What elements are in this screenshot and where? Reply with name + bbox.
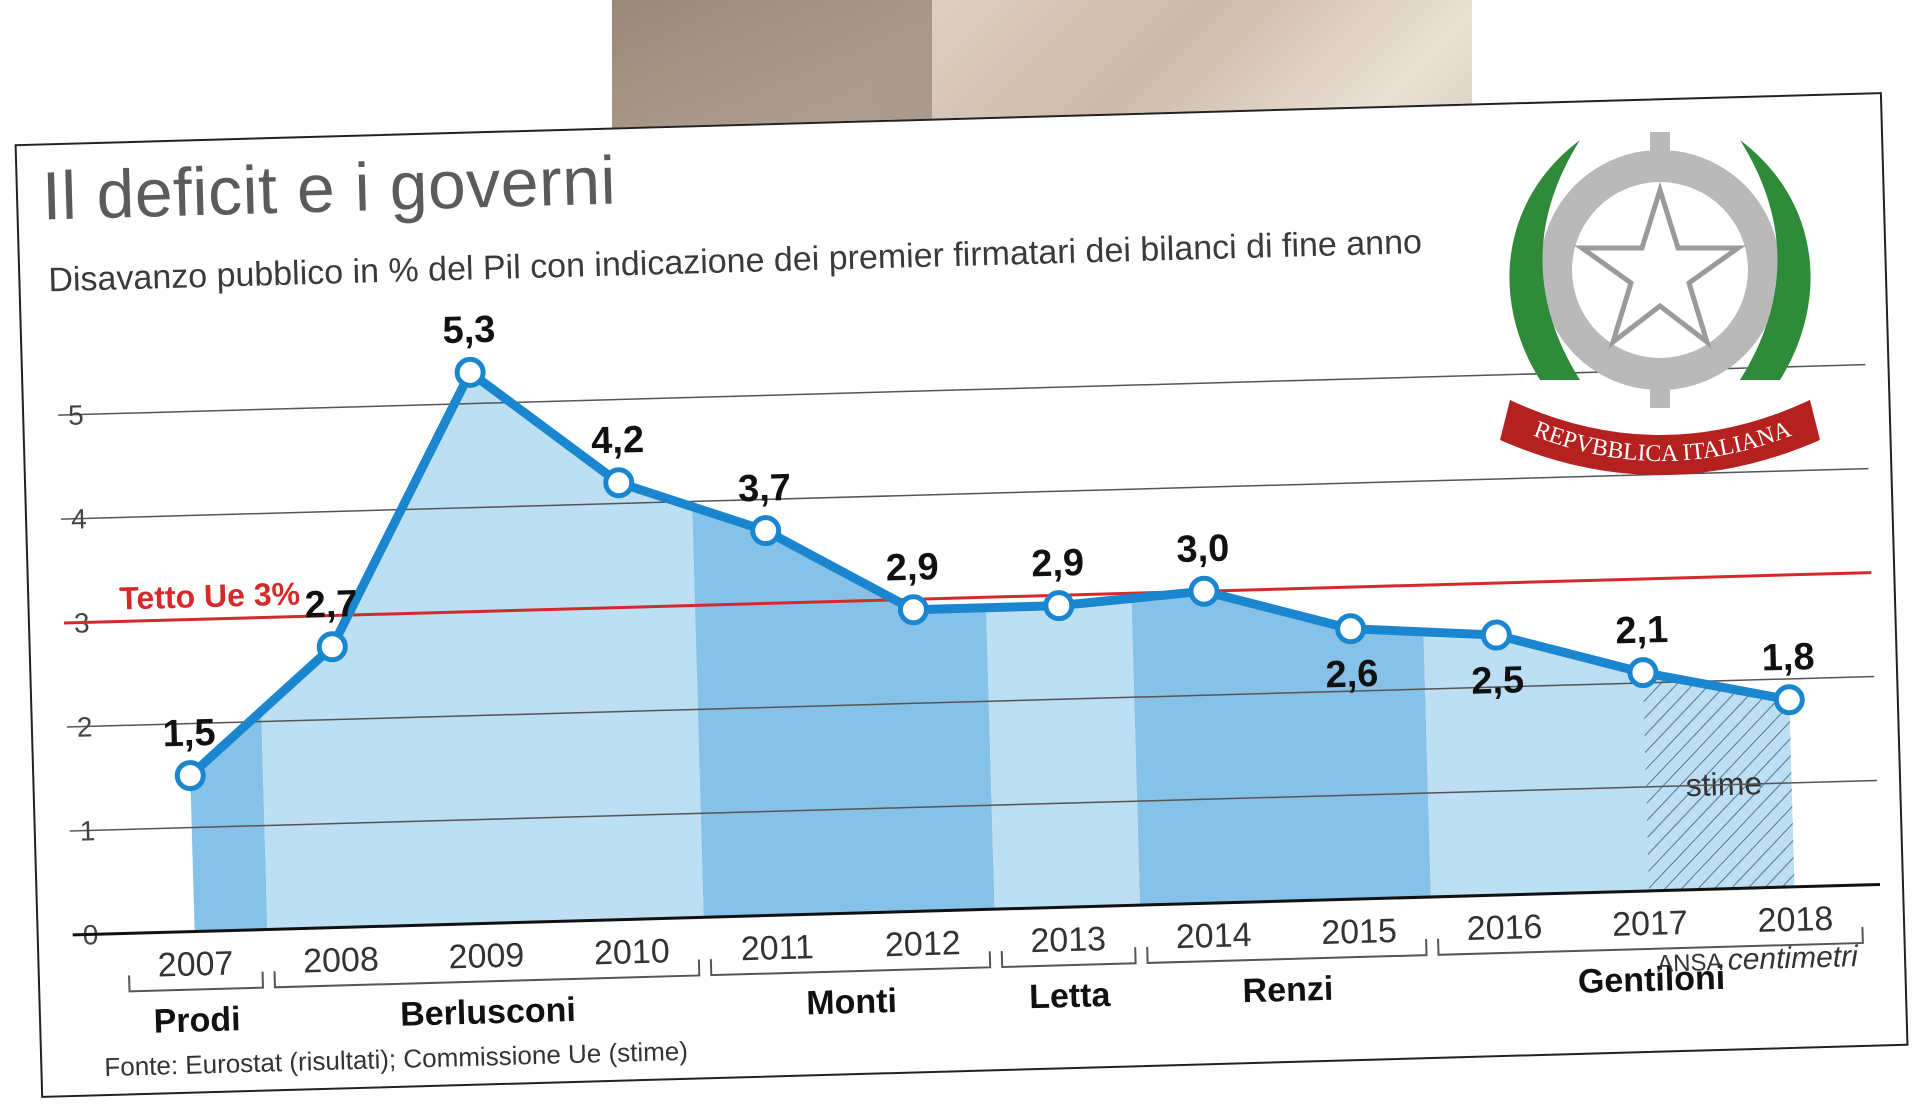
x-tick-label: 2011 <box>740 928 814 968</box>
brand-logo: ANSA centimetri <box>1657 940 1859 980</box>
x-tick-label: 2016 <box>1466 908 1543 948</box>
premier-label: Letta <box>1029 976 1112 1016</box>
premier-band-renzi <box>1131 591 1431 906</box>
emblem-ribbon-icon <box>1500 400 1820 475</box>
data-point <box>454 356 486 388</box>
data-label: 2,1 <box>1615 609 1669 652</box>
x-tick-label: 2008 <box>303 940 380 980</box>
y-tick-label: 2 <box>76 711 92 742</box>
y-tick-label: 1 <box>79 815 95 846</box>
brand-ansa: ANSA <box>1656 948 1722 978</box>
emblem-olive-branch-icon <box>1509 140 1580 380</box>
data-point <box>1480 619 1512 651</box>
data-point <box>1773 684 1805 716</box>
x-tick-label: 2012 <box>884 924 961 964</box>
reference-line <box>63 571 1872 625</box>
x-tick-label: 2007 <box>157 944 234 984</box>
premier-label: Gentiloni <box>1577 959 1725 1001</box>
premier-label: Renzi <box>1242 970 1334 1011</box>
infographic-stage: Il deficit e i governi Disavanzo pubblic… <box>14 0 1909 1098</box>
x-tick-label: 2015 <box>1321 912 1398 952</box>
premier-band-prodi <box>190 711 268 932</box>
data-point <box>897 594 929 626</box>
reference-line-label: Tetto Ue 3% <box>119 575 301 616</box>
x-tick-label: 2010 <box>594 932 671 972</box>
y-tick-label: 5 <box>68 399 84 430</box>
x-tick-label: 2014 <box>1175 916 1252 956</box>
data-label: 2,9 <box>1031 542 1085 585</box>
data-point <box>750 515 782 547</box>
data-point <box>174 760 206 792</box>
premier-bracket <box>128 971 265 993</box>
data-label: 4,2 <box>591 419 645 462</box>
data-point <box>1627 657 1659 689</box>
data-label: 5,3 <box>442 309 496 352</box>
brand-centimetri: centimetri <box>1727 940 1859 977</box>
gridline <box>61 467 1869 520</box>
premier-label: Prodi <box>153 1000 241 1040</box>
premier-bracket <box>1000 947 1137 969</box>
premier-band-berlusconi <box>261 372 704 930</box>
premier-label: Berlusconi <box>400 991 577 1034</box>
data-label: 2,5 <box>1471 659 1525 702</box>
gridline <box>66 675 1875 728</box>
premier-bracket <box>273 959 701 989</box>
data-point <box>1188 575 1220 607</box>
data-label: 2,7 <box>304 583 358 626</box>
italian-emblem-icon: REPVBBLICA ITALIANA <box>1500 132 1820 475</box>
series-line <box>187 367 1791 779</box>
x-tick-label: 2013 <box>1030 920 1107 960</box>
premier-band-letta <box>986 598 1141 910</box>
x-axis <box>72 882 1881 937</box>
data-point <box>603 467 635 499</box>
premier-bracket <box>709 951 992 977</box>
x-tick-label: 2018 <box>1757 900 1834 940</box>
emblem-star-icon <box>1574 181 1746 349</box>
gridline <box>69 779 1878 832</box>
x-tick-label: 2017 <box>1612 904 1689 944</box>
data-label: 1,5 <box>162 712 216 755</box>
premier-band-monti <box>692 506 995 918</box>
x-tick-label: 2009 <box>448 936 525 976</box>
data-point <box>316 631 348 663</box>
data-label: 3,7 <box>737 467 791 510</box>
emblem-oak-branch-icon <box>1740 140 1811 380</box>
data-point <box>1335 613 1367 645</box>
data-label: 2,9 <box>885 546 939 589</box>
data-label: 2,6 <box>1325 653 1379 696</box>
data-point <box>1043 590 1075 622</box>
data-label: 1,8 <box>1761 636 1815 679</box>
y-tick-label: 4 <box>71 503 87 534</box>
premier-bracket <box>1437 926 1864 956</box>
data-label: 3,0 <box>1176 527 1230 570</box>
premier-label: Monti <box>806 982 898 1023</box>
premier-bracket <box>1146 939 1428 964</box>
estimate-hatch-area <box>1642 672 1795 891</box>
